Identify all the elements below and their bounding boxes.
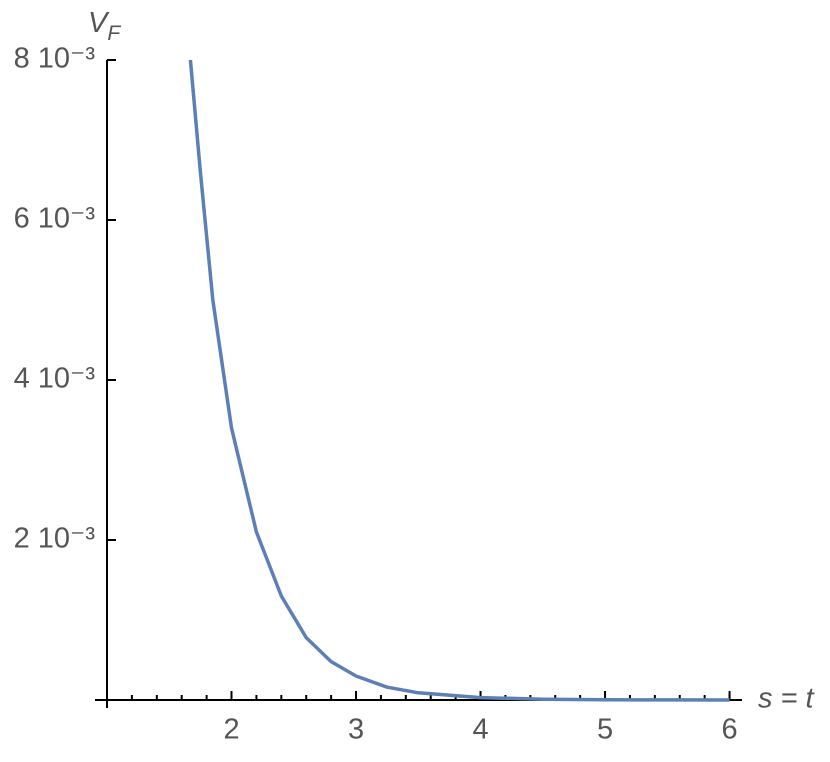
y-axis-label-sub: F — [107, 22, 121, 45]
y-tick-label: 8 10⁻³ — [14, 43, 96, 75]
x-tick-label: 6 — [721, 714, 737, 746]
y-tick-label: 6 10⁻³ — [14, 203, 96, 235]
data-line — [188, 59, 730, 702]
x-axis-label: s = t — [758, 683, 816, 715]
y-axis-label: VF — [88, 7, 121, 45]
x-tick-label: 4 — [472, 714, 488, 746]
x-tick-label: 2 — [223, 714, 239, 746]
y-tick-label: 2 10⁻³ — [14, 523, 96, 555]
x-tick-label: 3 — [348, 714, 364, 746]
x-tick-label: 5 — [597, 714, 613, 746]
y-tick-label: 4 10⁻³ — [14, 363, 96, 395]
y-axis-label-main: V — [88, 7, 110, 39]
